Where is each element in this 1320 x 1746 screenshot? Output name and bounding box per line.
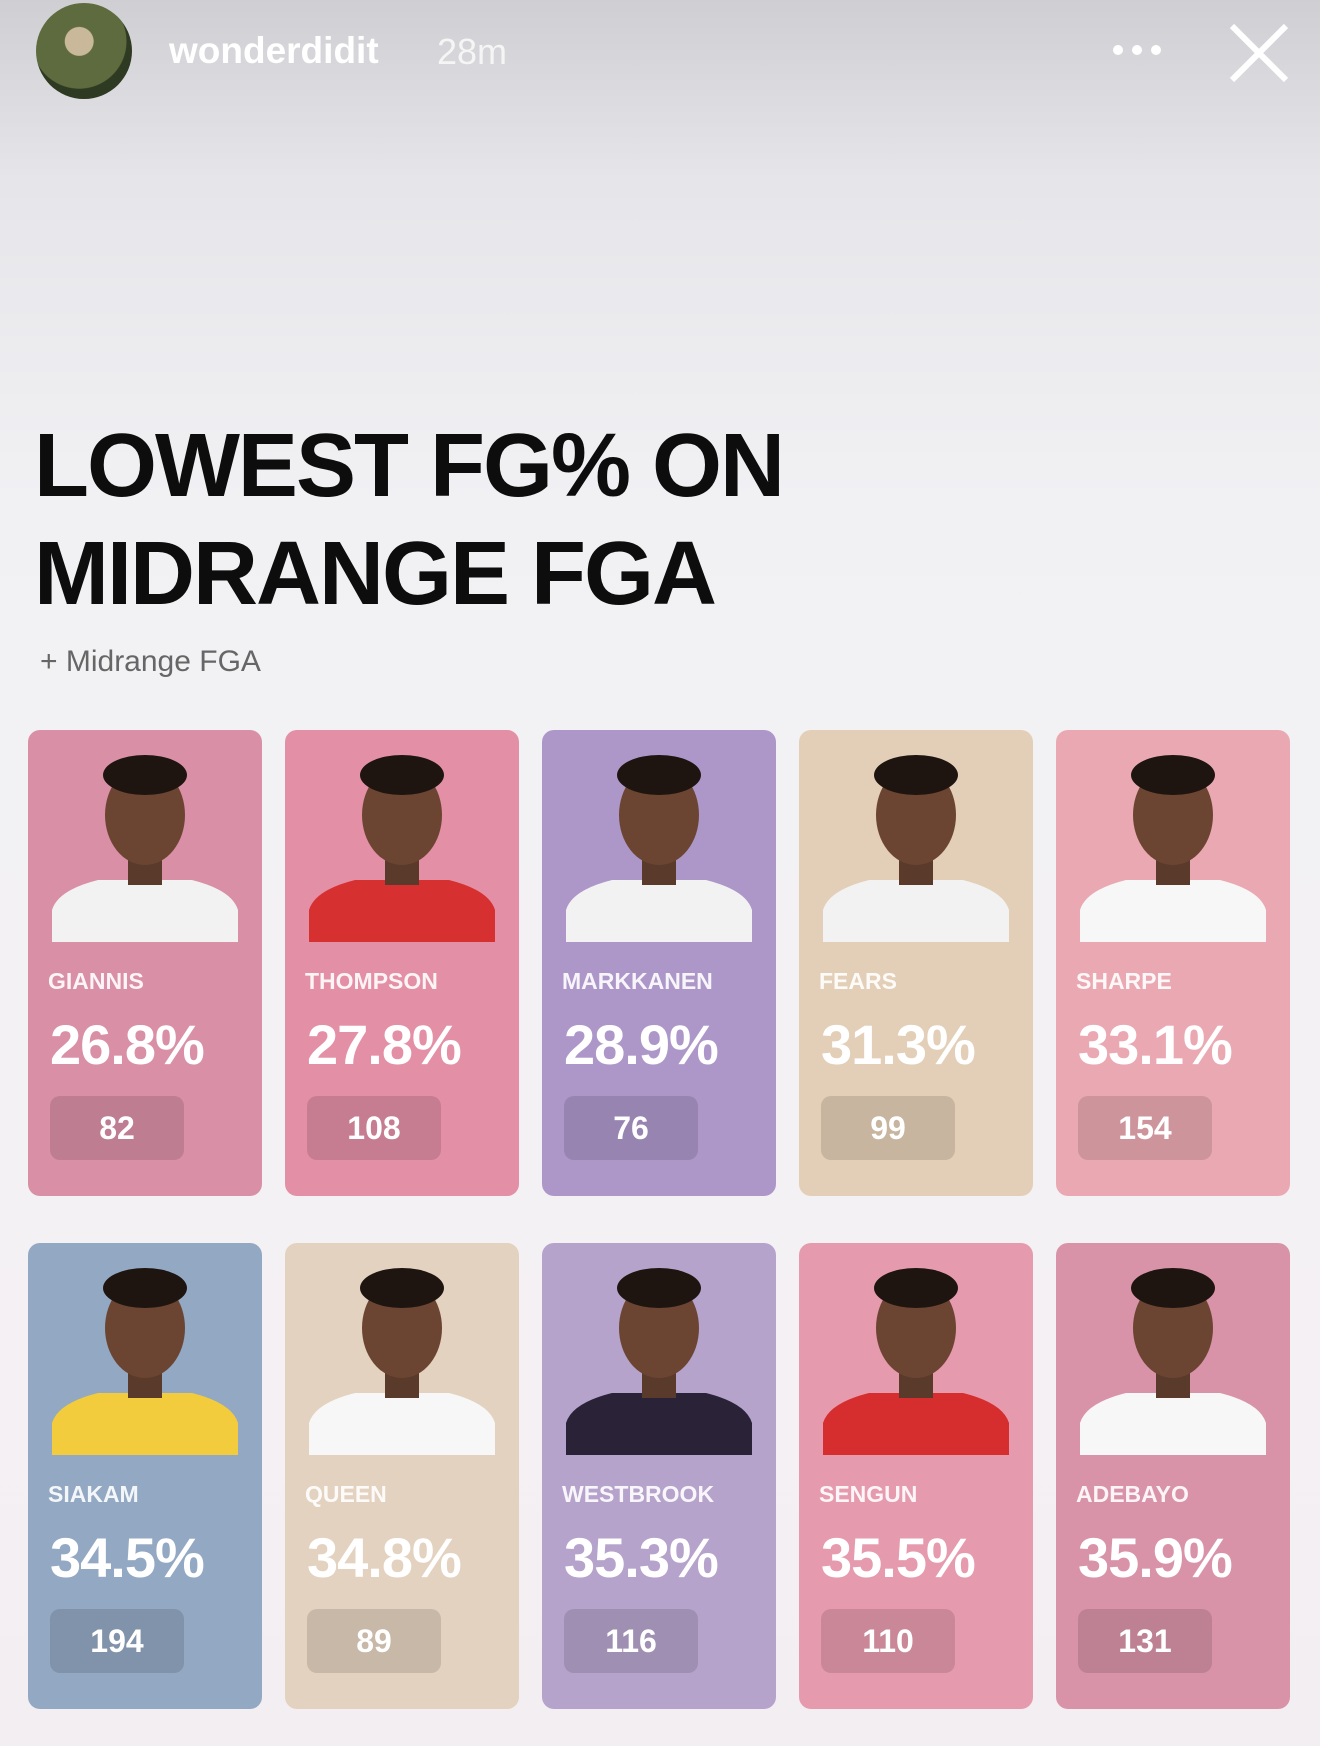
post-time: 28m xyxy=(437,31,508,72)
fg-percent: 35.3% xyxy=(564,1526,719,1589)
more-button[interactable] xyxy=(1112,44,1162,56)
player-card: SIAKAM 34.5% 194 xyxy=(28,1243,262,1709)
player-photo xyxy=(52,755,238,942)
player-photo xyxy=(566,755,752,942)
player-card: GIANNIS 26.8% 82 xyxy=(28,730,262,1196)
midrange-fga: 131 xyxy=(1078,1609,1212,1673)
fg-percent: 35.5% xyxy=(821,1526,976,1589)
midrange-fga: 99 xyxy=(821,1096,955,1160)
player-card: QUEEN 34.8% 89 xyxy=(285,1243,519,1709)
midrange-fga: 194 xyxy=(50,1609,184,1673)
fg-percent: 31.3% xyxy=(821,1013,976,1076)
fg-percent: 35.9% xyxy=(1078,1526,1233,1589)
player-photo xyxy=(1080,1268,1266,1455)
player-card: MARKKANEN 28.9% 76 xyxy=(542,730,776,1196)
player-photo xyxy=(566,1268,752,1455)
midrange-fga: 76 xyxy=(564,1096,698,1160)
player-name: QUEEN xyxy=(305,1481,387,1507)
fg-percent: 26.8% xyxy=(50,1013,205,1076)
player-name: SIAKAM xyxy=(48,1481,139,1507)
player-name: SHARPE xyxy=(1076,968,1172,994)
midrange-fga: 89 xyxy=(307,1609,441,1673)
player-photo xyxy=(823,1268,1009,1455)
player-card: ADEBAYO 35.9% 131 xyxy=(1056,1243,1290,1709)
player-name: MARKKANEN xyxy=(562,968,713,994)
player-name: GIANNIS xyxy=(48,968,144,994)
player-photo xyxy=(1080,755,1266,942)
player-photo xyxy=(309,755,495,942)
player-card: SHARPE 33.1% 154 xyxy=(1056,730,1290,1196)
fg-percent: 34.5% xyxy=(50,1526,205,1589)
username[interactable]: wonderdidit xyxy=(169,30,379,71)
midrange-fga: 116 xyxy=(564,1609,698,1673)
fg-percent: 33.1% xyxy=(1078,1013,1233,1076)
player-name: WESTBROOK xyxy=(562,1481,715,1507)
subtitle: + Midrange FGA xyxy=(40,645,261,678)
player-name: FEARS xyxy=(819,968,897,994)
player-photo xyxy=(309,1268,495,1455)
player-card: FEARS 31.3% 99 xyxy=(799,730,1033,1196)
player-photo xyxy=(823,755,1009,942)
player-card: WESTBROOK 35.3% 116 xyxy=(542,1243,776,1709)
fg-percent: 27.8% xyxy=(307,1013,462,1076)
title: LOWEST FG% ON MIDRANGE FGA xyxy=(34,416,785,624)
midrange-fga: 82 xyxy=(50,1096,184,1160)
avatar[interactable] xyxy=(36,3,132,99)
midrange-fga: 154 xyxy=(1078,1096,1212,1160)
player-photo xyxy=(52,1268,238,1455)
player-card: SENGUN 35.5% 110 xyxy=(799,1243,1033,1709)
midrange-fga: 110 xyxy=(821,1609,955,1673)
fg-percent: 34.8% xyxy=(307,1526,462,1589)
player-name: SENGUN xyxy=(819,1481,918,1507)
close-button[interactable] xyxy=(1228,22,1290,84)
player-name: THOMPSON xyxy=(305,968,438,994)
midrange-fga: 108 xyxy=(307,1096,441,1160)
player-name: ADEBAYO xyxy=(1076,1481,1189,1507)
fg-percent: 28.9% xyxy=(564,1013,719,1076)
player-card: THOMPSON 27.8% 108 xyxy=(285,730,519,1196)
